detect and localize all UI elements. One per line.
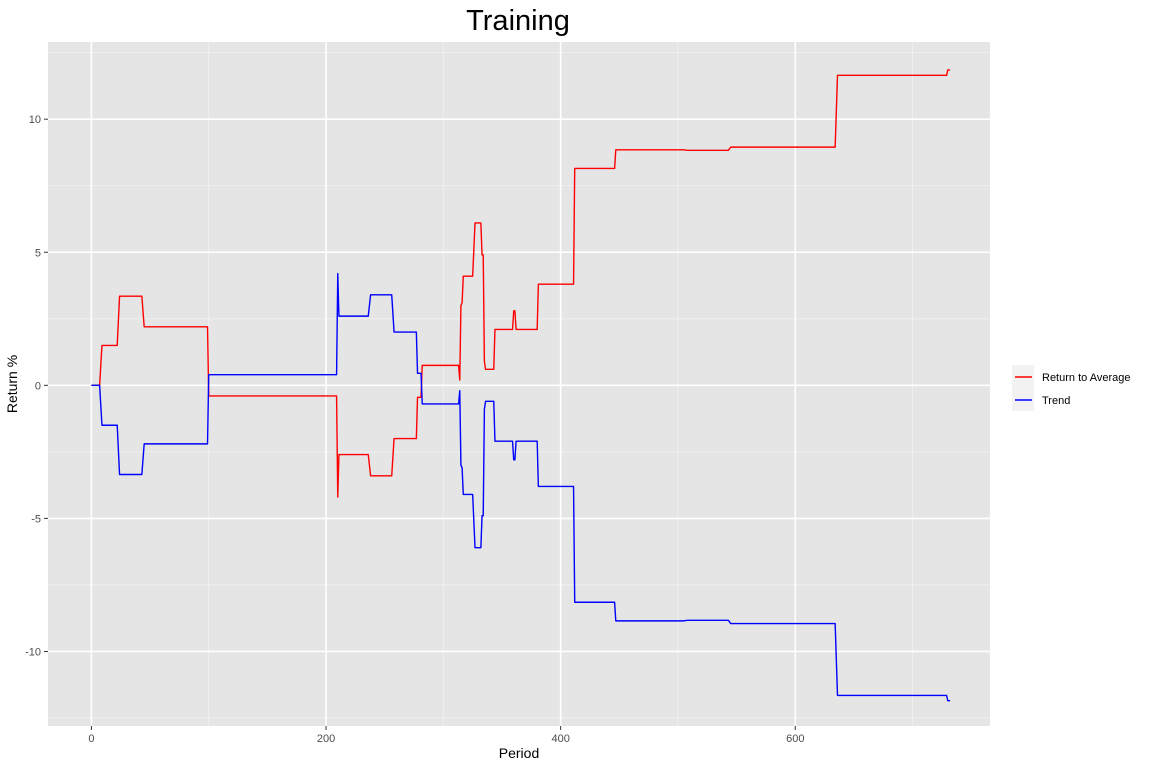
legend-key-background (1012, 365, 1034, 411)
minor-gridlines (48, 42, 990, 726)
series-line-trend (91, 272, 951, 702)
legend: Return to Average Trend (1012, 365, 1130, 411)
series-lines (91, 69, 951, 702)
chart-title: Training (466, 5, 570, 37)
x-axis-title: Period (499, 745, 539, 761)
x-tick-label: 400 (551, 733, 569, 745)
x-tick-label: 200 (317, 733, 335, 745)
y-tick-label: -5 (31, 513, 41, 525)
y-axis-title: Return % (4, 355, 20, 413)
x-tick-label: 600 (786, 733, 804, 745)
y-tick-label: -10 (25, 646, 41, 658)
x-tick-label: 0 (88, 733, 94, 745)
axis-ticks: 0 200 400 600 -10 -5 0 5 10 (25, 114, 804, 745)
legend-label: Trend (1042, 395, 1070, 407)
series-line-return-to-average (91, 69, 951, 498)
major-gridlines (48, 42, 990, 726)
y-tick-label: 0 (35, 380, 41, 392)
legend-label: Return to Average (1042, 372, 1130, 384)
y-tick-label: 5 (35, 247, 41, 259)
plot-panel (48, 42, 990, 726)
y-tick-label: 10 (29, 114, 41, 126)
